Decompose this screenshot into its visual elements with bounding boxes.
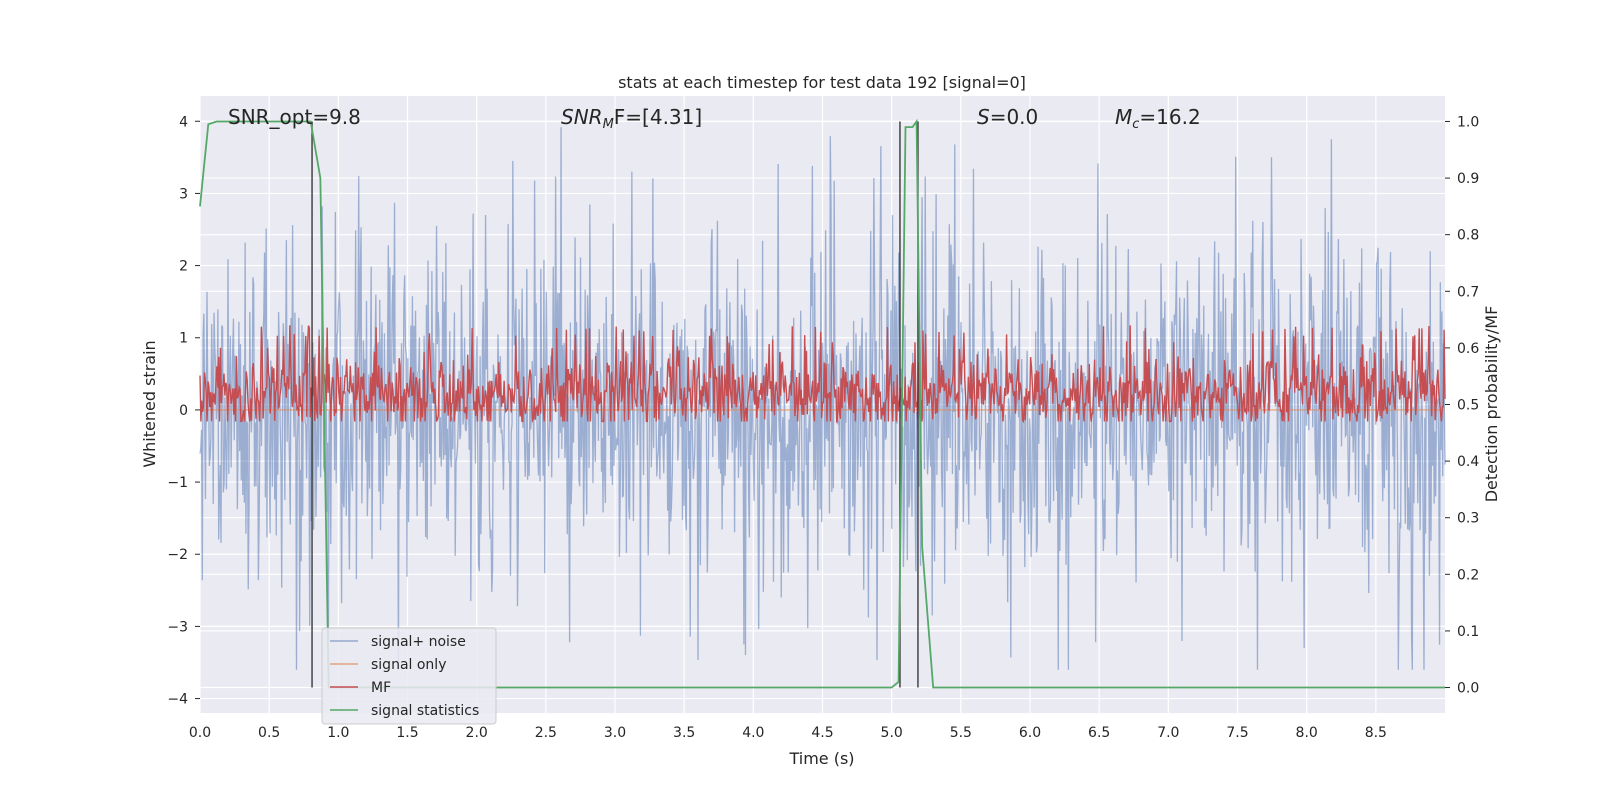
x-tick-label: 0.5 bbox=[258, 725, 280, 741]
x-tick-label: 8.5 bbox=[1365, 725, 1387, 741]
annotation-snr-mf: SNRMF=[4.31] bbox=[561, 105, 702, 132]
y-axis-label-left: Whitened strain bbox=[140, 340, 159, 467]
x-tick-labels: 0.0 0.5 1.0 1.5 2.0 2.5 3.0 3.5 4.0 4.5 5.0 5.5 6.0 6… bbox=[189, 725, 1387, 741]
y-tick-labels-left: 4 3 2 1 0 −1 −2 −3 −4 bbox=[167, 114, 200, 708]
y-tick-label-right: 0.1 bbox=[1457, 624, 1479, 640]
x-axis-label: Time (s) bbox=[788, 749, 854, 768]
y-tick-label-left: −1 bbox=[167, 475, 188, 491]
y-tick-label-right: 0.8 bbox=[1457, 228, 1479, 244]
y-tick-label-left: −3 bbox=[167, 619, 188, 635]
x-tick-label: 5.5 bbox=[950, 725, 972, 741]
legend-label-signal-only: signal only bbox=[371, 657, 446, 673]
y-tick-labels-right: 1.0 0.9 0.8 0.7 0.6 0.5 0.4 0.3 0.2 0.1 0.0 bbox=[1445, 114, 1479, 697]
legend-label-signal-statistics: signal statistics bbox=[371, 703, 479, 719]
y-tick-label-right: 0.4 bbox=[1457, 454, 1479, 470]
legend-label-signal-noise: signal+ noise bbox=[371, 634, 466, 650]
y-tick-label-right: 0.9 bbox=[1457, 171, 1479, 187]
annotation-s: S=0.0 bbox=[977, 105, 1038, 129]
x-tick-label: 0.0 bbox=[189, 725, 211, 741]
y-axis-label-right: Detection probability/MF bbox=[1482, 306, 1501, 503]
series-line-mf bbox=[199, 325, 1446, 424]
annotation-mc: Mc=16.2 bbox=[1115, 105, 1201, 132]
x-tick-label: 4.0 bbox=[742, 725, 764, 741]
x-tick-label: 2.0 bbox=[466, 725, 488, 741]
y-tick-label-right: 1.0 bbox=[1457, 114, 1479, 130]
x-tick-label: 1.5 bbox=[396, 725, 418, 741]
y-tick-label-left: 4 bbox=[179, 114, 188, 130]
x-tick-label: 6.0 bbox=[1019, 725, 1041, 741]
y-tick-label-left: −2 bbox=[167, 547, 188, 563]
y-tick-label-right: 0.7 bbox=[1457, 284, 1479, 300]
legend-label-mf: MF bbox=[371, 680, 391, 696]
annotation-snr-opt: SNR_opt=9.8 bbox=[228, 105, 361, 129]
x-tick-label: 6.5 bbox=[1088, 725, 1110, 741]
x-tick-label: 8.0 bbox=[1296, 725, 1318, 741]
x-tick-label: 2.5 bbox=[535, 725, 557, 741]
series-layer bbox=[199, 118, 1446, 689]
chart-title: stats at each timestep for test data 192… bbox=[618, 73, 1026, 92]
y-tick-label-right: 0.5 bbox=[1457, 398, 1479, 414]
x-tick-label: 3.5 bbox=[673, 725, 695, 741]
y-tick-label-right: 0.0 bbox=[1457, 681, 1479, 697]
series-line-signal-statistics bbox=[199, 118, 1445, 689]
y-tick-label-left: −4 bbox=[167, 692, 188, 708]
x-tick-label: 3.0 bbox=[604, 725, 626, 741]
y-tick-label-left: 0 bbox=[179, 403, 188, 419]
legend: signal+ noise signal only MF signal stat… bbox=[321, 627, 497, 725]
x-tick-label: 7.0 bbox=[1157, 725, 1179, 741]
x-tick-label: 5.0 bbox=[881, 725, 903, 741]
series-line-signal-noise bbox=[199, 127, 1446, 670]
y-tick-label-right: 0.2 bbox=[1457, 567, 1479, 583]
y-tick-label-left: 3 bbox=[179, 186, 188, 202]
y-tick-label-left: 1 bbox=[179, 331, 188, 347]
x-tick-label: 7.5 bbox=[1226, 725, 1248, 741]
legend-box bbox=[321, 627, 497, 725]
y-tick-label-right: 0.6 bbox=[1457, 341, 1479, 357]
y-tick-label-right: 0.3 bbox=[1457, 511, 1479, 527]
x-tick-label: 4.5 bbox=[811, 725, 833, 741]
y-tick-label-left: 2 bbox=[179, 259, 188, 275]
x-tick-label: 1.0 bbox=[327, 725, 349, 741]
